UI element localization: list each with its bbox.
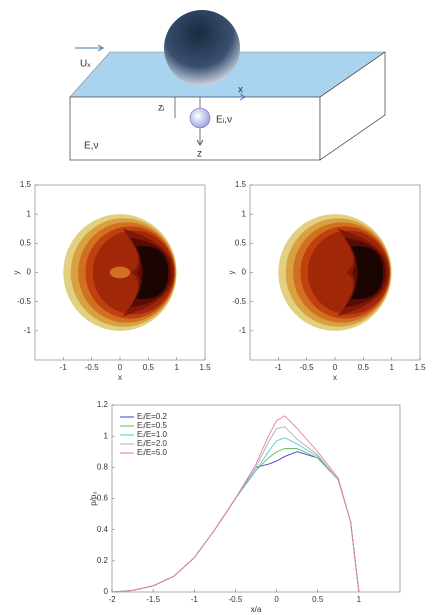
legend-label: Eᵢ/E=5.0 — [137, 448, 167, 457]
y-axis-label: y — [12, 271, 21, 275]
x-tick-label: -1 — [60, 363, 68, 372]
y-tick-label: 0.4 — [97, 525, 109, 534]
z-arrowhead — [196, 139, 204, 146]
x-tick-label: -0.5 — [229, 595, 243, 604]
x-tick-label: -0.5 — [300, 363, 314, 372]
y-tick-label: 0.8 — [97, 462, 109, 471]
front-face — [69, 96, 321, 161]
legend-label: Eᵢ/E=0.2 — [137, 412, 167, 421]
x-tick-label: 0 — [333, 363, 338, 372]
y-tick-label: 0.5 — [235, 238, 247, 247]
y-tick-label: 0.5 — [20, 238, 32, 247]
inclusion-label: Eᵢ,ν — [216, 115, 232, 126]
x-axis-label: x — [238, 85, 243, 96]
y-tick-label: 0.2 — [97, 556, 109, 565]
legend-label: Eᵢ/E=0.5 — [137, 421, 167, 430]
y-tick-label: -0.5 — [17, 297, 31, 306]
matrix-label: E,ν — [84, 141, 98, 152]
x-tick-label: -1 — [275, 363, 283, 372]
y-axis-label: p/p₀ — [89, 491, 98, 505]
y-tick-label: 1 — [242, 209, 247, 218]
velocity-arrowhead — [97, 44, 104, 52]
y-tick-label: 1.5 — [20, 180, 32, 189]
x-tick-label: 1 — [174, 363, 179, 372]
x-arrowhead — [239, 93, 246, 101]
x-tick-label: -0.5 — [85, 363, 99, 372]
z-axis-label: z — [197, 149, 202, 160]
x-axis-label: x — [333, 373, 337, 382]
x-axis-label: x/a — [251, 605, 262, 614]
diagram: Uₓ zᵢ Eᵢ,ν E,ν x z — [69, 10, 386, 161]
y-tick-label: 1 — [104, 431, 109, 440]
contour-band — [351, 245, 384, 300]
plot-frame — [111, 404, 401, 593]
velocity-label: Uₓ — [80, 59, 91, 70]
y-tick-label: -0.5 — [232, 297, 246, 306]
y-axis-label: y — [227, 271, 236, 275]
y-tick-label: 0 — [242, 268, 247, 277]
x-axis-label: x — [118, 373, 122, 382]
x-tick-label: 0.5 — [143, 363, 155, 372]
inclusion — [189, 107, 211, 129]
line-series — [111, 415, 360, 593]
x-tick-label: 0 — [118, 363, 123, 372]
y-tick-label: -1 — [239, 326, 247, 335]
x-tick-label: 1 — [357, 595, 362, 604]
indenter — [164, 10, 240, 86]
y-tick-label: 0.6 — [97, 494, 109, 503]
x-tick-label: 1.5 — [414, 363, 426, 372]
y-tick-label: 1.5 — [235, 180, 247, 189]
legend-label: Eᵢ/E=2.0 — [137, 439, 167, 448]
x-tick-label: 1 — [389, 363, 394, 372]
x-tick-label: -1.5 — [146, 595, 160, 604]
y-tick-label: 1 — [27, 209, 32, 218]
y-tick-label: 1.2 — [97, 400, 109, 409]
x-tick-label: -1 — [191, 595, 199, 604]
contour-band — [109, 266, 131, 279]
x-tick-label: 0 — [274, 595, 279, 604]
side-face — [319, 51, 386, 161]
x-tick-label: 0.5 — [358, 363, 370, 372]
x-tick-label: 0.5 — [312, 595, 324, 604]
y-tick-label: 0 — [27, 268, 32, 277]
legend-label: Eᵢ/E=1.0 — [137, 430, 167, 439]
contour-band — [136, 245, 169, 300]
y-tick-label: -1 — [24, 326, 32, 335]
x-tick-label: 1.5 — [199, 363, 211, 372]
depth-label: zᵢ — [158, 103, 165, 114]
x-tick-label: -2 — [108, 595, 116, 604]
y-tick-label: 0 — [104, 587, 109, 596]
